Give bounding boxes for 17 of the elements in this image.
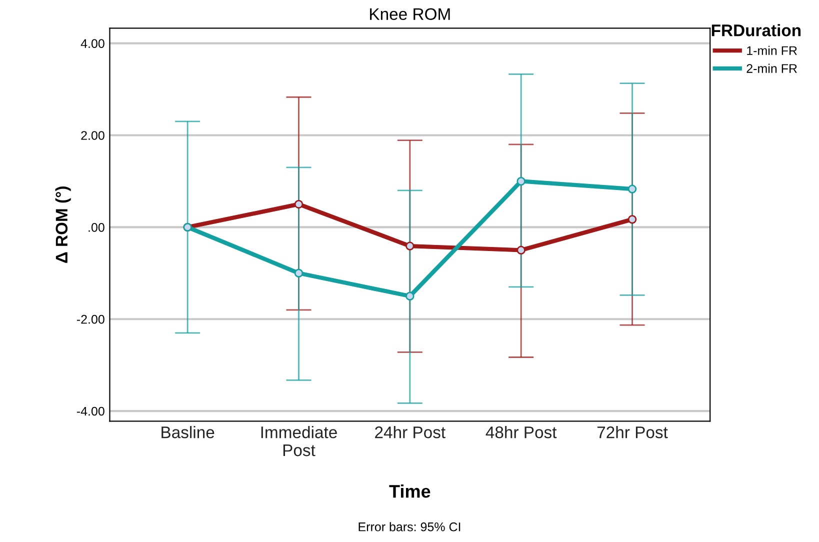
y-tick-label: 4.00 [80, 39, 104, 48]
x-tick-label: 48hr Post [486, 426, 557, 438]
x-tick-label: Immediate Post [261, 426, 337, 456]
x-axis-title: Time [389, 484, 430, 498]
x-tick-label: 72hr Post [597, 426, 668, 438]
x-tick-label: 24hr Post [375, 426, 446, 438]
text: Error bars: 95% CI [358, 522, 460, 532]
y-tick-label: 2.00 [81, 131, 104, 140]
chart-title: Knee ROM [370, 8, 450, 20]
y-tick-label: .00 [88, 222, 104, 232]
y-tick-label: -2.00 [76, 314, 104, 324]
legend-label: 1-min FR [747, 46, 797, 55]
legend-label: 2-min FR [746, 64, 797, 73]
y-axis-title: Δ ROM (°) [55, 186, 71, 263]
x-tick-label: Basline [162, 426, 214, 438]
legend-title: FRDuration [712, 24, 801, 36]
y-tick-label: -4.00 [76, 406, 104, 416]
